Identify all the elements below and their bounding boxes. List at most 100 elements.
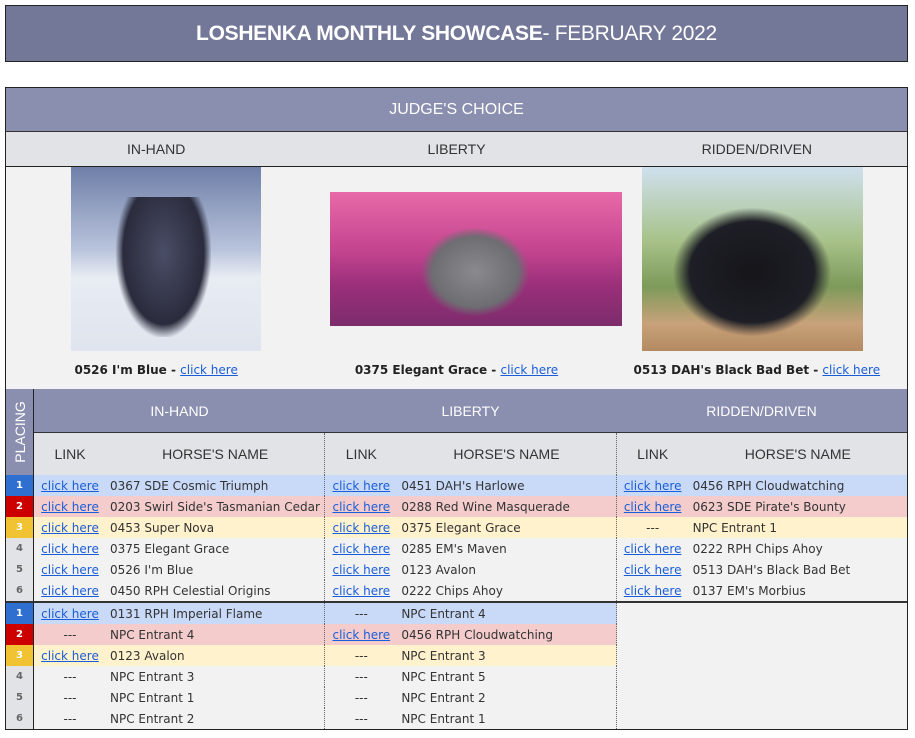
entry-cell: click here 0288 Red Wine Masquerade xyxy=(325,496,617,517)
table-row: 5 --- NPC Entrant 1 --- NPC Entrant 2 xyxy=(6,687,907,708)
horse-name: NPC Entrant 2 xyxy=(110,711,195,726)
entry-link[interactable]: click here xyxy=(41,648,99,663)
entry-link[interactable]: click here xyxy=(41,520,99,535)
name-column-header: HORSE'S NAME xyxy=(744,446,851,462)
table-row: 2 click here 0203 Swirl Side's Tasmanian C… xyxy=(6,496,907,517)
entry-link[interactable]: click here xyxy=(623,583,682,598)
entry-link[interactable]: click here xyxy=(332,541,391,556)
horse-image xyxy=(641,167,863,351)
horse-name: 0456 RPH Cloudwatching xyxy=(692,478,845,493)
horse-name: NPC Entrant 1 xyxy=(692,520,778,535)
horse-name: NPC Entrant 2 xyxy=(401,690,486,705)
placing-number: 5 xyxy=(6,687,34,708)
empty-cell xyxy=(616,603,907,624)
entry-link[interactable]: click here xyxy=(332,562,391,577)
table-row: 3 click here 0453 Super Nova click here 0375… xyxy=(6,517,907,538)
horse-name: NPC Entrant 4 xyxy=(401,606,486,621)
entry-link[interactable]: click here xyxy=(332,520,391,535)
no-link: --- xyxy=(354,690,368,705)
horse-name: 0222 RPH Chips Ahoy xyxy=(692,541,823,556)
name-column-header: HORSE'S NAME xyxy=(162,446,269,462)
entry-cell: click here 0513 DAH's Black Bad Bet xyxy=(617,559,907,580)
entry-link[interactable]: click here xyxy=(41,583,99,598)
entry-link[interactable]: click here xyxy=(332,583,391,598)
entry-link[interactable]: click here xyxy=(41,606,99,621)
division-header: RIDDEN/DRIVEN xyxy=(706,402,817,419)
link-column-header: LINK xyxy=(345,446,377,462)
entry-cell: click here 0450 RPH Celestial Origins xyxy=(34,580,326,601)
entry-cell: --- NPC Entrant 3 xyxy=(34,666,326,687)
entry-cell: --- NPC Entrant 1 xyxy=(616,517,907,538)
horse-name: 0450 RPH Celestial Origins xyxy=(110,583,271,598)
placing-number: 1 xyxy=(6,475,34,496)
placing-number: 5 xyxy=(6,559,34,580)
horse-image xyxy=(330,192,623,326)
entry-link[interactable]: click here xyxy=(623,499,682,514)
no-link: --- xyxy=(63,669,77,684)
table-row: 3 click here 0123 Avalon --- NPC Entrant 3 xyxy=(6,645,907,666)
horse-name: 0451 DAH's Harlowe xyxy=(401,478,525,493)
judges-choice-images: 0526 I'm Blue - click here 0375 Elegant … xyxy=(6,167,907,390)
placing-header: PLACING xyxy=(6,389,34,476)
entry-link[interactable]: click here xyxy=(623,541,682,556)
table-row: 6 --- NPC Entrant 2 --- NPC Entrant 1 xyxy=(6,708,907,729)
empty-cell xyxy=(616,708,907,729)
entry-cell: --- NPC Entrant 1 xyxy=(325,708,617,729)
entry-cell: --- NPC Entrant 2 xyxy=(325,687,617,708)
no-link: --- xyxy=(354,606,368,621)
horse-name: 0526 I'm Blue xyxy=(74,363,167,377)
horse-name: 0375 Elegant Grace xyxy=(354,363,488,377)
entry-cell: --- NPC Entrant 3 xyxy=(325,645,617,666)
entry-link[interactable]: click here xyxy=(41,541,99,556)
horse-name: 0137 EM's Morbius xyxy=(692,583,806,598)
entry-cell: --- NPC Entrant 4 xyxy=(325,603,617,624)
empty-cell xyxy=(616,687,907,708)
horse-name: 0123 Avalon xyxy=(110,648,185,663)
entry-cell: --- NPC Entrant 4 xyxy=(34,624,326,645)
entry-cell: click here 0123 Avalon xyxy=(325,559,617,580)
no-link: --- xyxy=(354,648,368,663)
division-headers: IN-HAND LIBERTY RIDDEN/DRIVEN xyxy=(34,389,907,433)
entry-link[interactable]: click here xyxy=(41,562,99,577)
horse-name: 0123 Avalon xyxy=(401,562,476,577)
division-label: LIBERTY xyxy=(427,141,486,157)
entry-cell: click here 0456 RPH Cloudwatching xyxy=(325,624,617,645)
horse-link[interactable]: click here xyxy=(180,363,238,377)
link-column-header: LINK xyxy=(54,446,86,462)
entry-link[interactable]: click here xyxy=(41,478,99,493)
horse-name: 0203 Swirl Side's Tasmanian Cedar xyxy=(110,499,320,514)
judges-choice-heading: JUDGE'S CHOICE xyxy=(6,88,907,132)
showcase-table: JUDGE'S CHOICE IN-HAND LIBERTY RIDDEN/DR… xyxy=(5,87,908,730)
entry-link[interactable]: click here xyxy=(332,478,391,493)
no-link: --- xyxy=(63,711,77,726)
horse-name: 0526 I'm Blue xyxy=(110,562,194,577)
empty-cell xyxy=(616,666,907,687)
horse-name: 0131 RPH Imperial Flame xyxy=(110,606,263,621)
horse-name: 0222 Chips Ahoy xyxy=(401,583,503,598)
horse-link[interactable]: click here xyxy=(822,363,881,377)
results-body: 1 click here 0367 SDE Cosmic Triumph click … xyxy=(6,475,907,730)
entry-cell: click here 0222 Chips Ahoy xyxy=(325,580,617,601)
entry-cell: click here 0456 RPH Cloudwatching xyxy=(616,475,907,496)
entry-cell: --- NPC Entrant 5 xyxy=(325,666,617,687)
horse-name: NPC Entrant 3 xyxy=(401,648,486,663)
entry-link[interactable]: click here xyxy=(332,499,391,514)
judges-choice-in-hand: 0526 I'm Blue - click here xyxy=(6,167,306,389)
horse-name: NPC Entrant 3 xyxy=(110,669,195,684)
results-section: PLACING IN-HAND LIBERTY RIDDEN/DRIVEN LI… xyxy=(6,389,907,730)
judges-choice-divisions: IN-HAND LIBERTY RIDDEN/DRIVEN xyxy=(6,132,907,167)
table-row: 1 click here 0131 RPH Imperial Flame --- NPC… xyxy=(6,603,907,624)
empty-cell xyxy=(616,645,907,666)
entry-link[interactable]: click here xyxy=(623,478,682,493)
no-link: --- xyxy=(63,627,77,642)
results-group: 1 click here 0131 RPH Imperial Flame --- NPC… xyxy=(6,603,907,730)
entry-link[interactable]: click here xyxy=(623,562,682,577)
name-column-header: HORSE'S NAME xyxy=(453,446,560,462)
horse-name: 0456 RPH Cloudwatching xyxy=(401,627,554,642)
entry-cell: click here 0375 Elegant Grace xyxy=(325,517,617,538)
table-row: 4 --- NPC Entrant 3 --- NPC Entrant 5 xyxy=(6,666,907,687)
horse-link[interactable]: click here xyxy=(500,363,559,377)
placing-number: 2 xyxy=(6,624,34,645)
entry-link[interactable]: click here xyxy=(332,627,391,642)
entry-link[interactable]: click here xyxy=(41,499,99,514)
